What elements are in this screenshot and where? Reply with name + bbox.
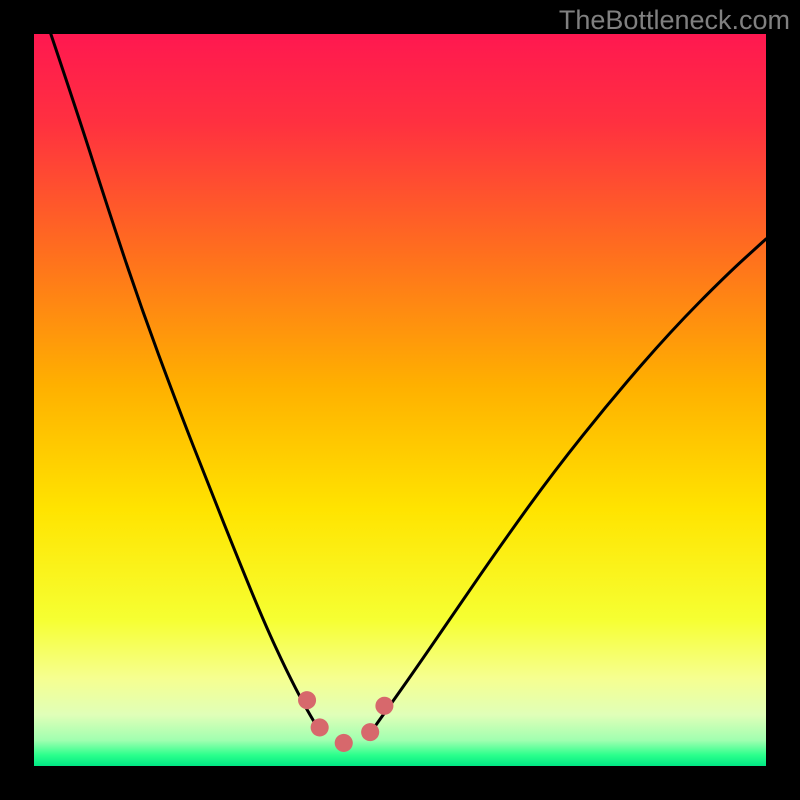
watermark-text: TheBottleneck.com bbox=[559, 5, 790, 36]
chart-svg bbox=[34, 34, 766, 766]
gradient-background bbox=[34, 34, 766, 766]
plot-area bbox=[34, 34, 766, 766]
